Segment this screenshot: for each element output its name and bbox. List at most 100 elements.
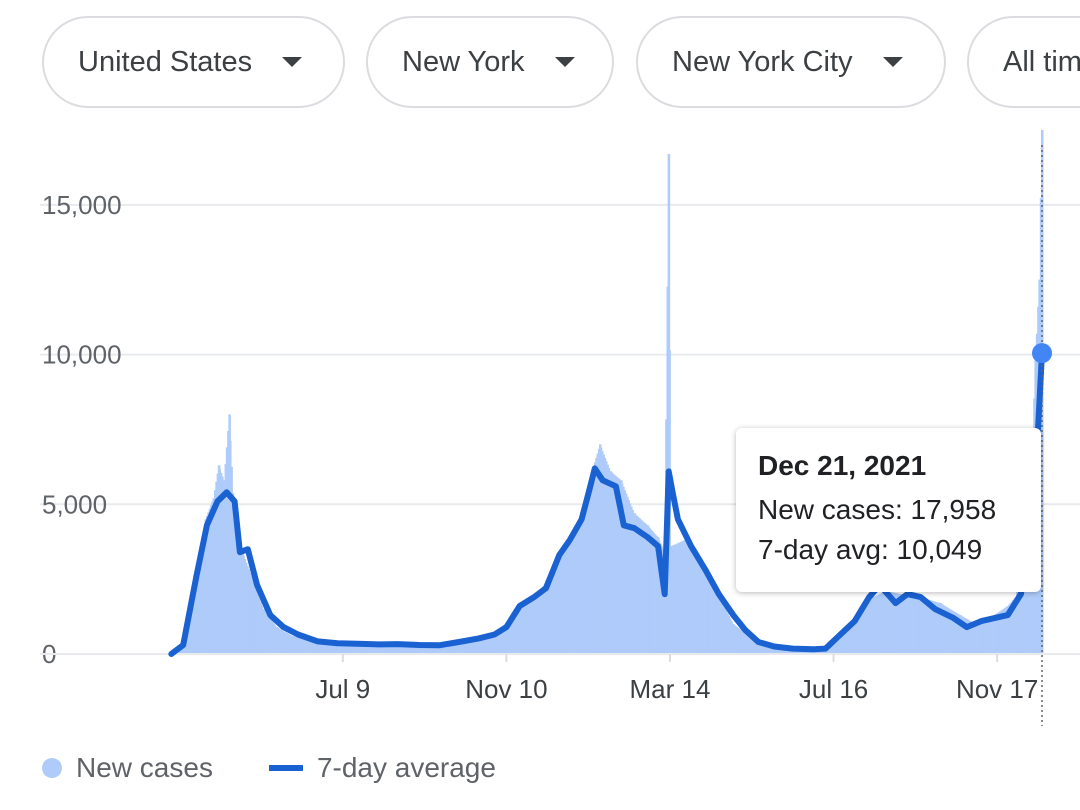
new-cases-bar [918, 596, 921, 654]
new-cases-bar [443, 643, 446, 654]
new-cases-bar [319, 641, 322, 654]
new-cases-bar [870, 598, 873, 654]
country-dropdown[interactable]: United States [42, 16, 345, 108]
new-cases-bar [374, 644, 377, 654]
new-cases-bar [270, 619, 273, 654]
new-cases-bar [716, 591, 719, 654]
new-cases-bar [481, 635, 484, 654]
new-cases-bar [246, 565, 249, 654]
new-cases-bar [579, 519, 582, 654]
new-cases-bar [721, 602, 724, 654]
new-cases-bar [220, 472, 223, 654]
new-cases-bar [984, 619, 987, 654]
new-cases-bar [560, 552, 563, 654]
new-cases-bar [624, 490, 626, 654]
new-cases-bar [380, 644, 382, 654]
new-cases-bar [910, 595, 913, 654]
new-cases-bar [935, 601, 938, 654]
new-cases-bar [951, 610, 954, 654]
new-cases-bar [1001, 609, 1004, 654]
new-cases-bar [261, 605, 264, 654]
new-cases-bar [845, 629, 848, 654]
new-cases-bar [867, 603, 869, 654]
new-cases-bar [682, 540, 685, 654]
new-cases-bar [233, 519, 237, 654]
new-cases-bar [465, 638, 468, 654]
new-cases-bar [401, 644, 404, 654]
new-cases-bar [291, 636, 295, 654]
new-cases-bar [732, 624, 735, 654]
new-cases-bar [961, 616, 964, 654]
new-cases-bar [907, 595, 910, 654]
chart-tooltip: Dec 21, 2021 New cases: 17,958 7-day avg… [736, 428, 1041, 592]
new-cases-bar [703, 569, 706, 654]
new-cases-bar [629, 503, 632, 654]
new-cases-bar [471, 637, 474, 654]
new-cases-bar [210, 505, 212, 654]
new-cases-bar [731, 621, 733, 654]
new-cases-bar [572, 531, 575, 654]
new-cases-bar [609, 471, 613, 654]
state-dropdown[interactable]: New York [366, 16, 614, 108]
new-cases-bar [931, 600, 934, 654]
new-cases-bar [633, 513, 636, 654]
new-cases-bar [628, 500, 630, 654]
new-cases-bar [956, 613, 959, 654]
new-cases-bar [290, 635, 293, 654]
new-cases-bar [194, 586, 196, 654]
highlight-point [1032, 343, 1052, 364]
new-cases-bar [549, 572, 551, 654]
new-cases-bar [365, 644, 368, 654]
new-cases-bar [431, 644, 434, 654]
new-cases-bar [195, 579, 198, 654]
new-cases-bar [869, 600, 872, 654]
new-cases-bar [835, 639, 838, 654]
new-cases-bar [943, 605, 946, 654]
new-cases-bar [1023, 549, 1027, 654]
new-cases-bar [320, 642, 323, 654]
new-cases-bar [216, 473, 219, 654]
new-cases-bar [381, 644, 384, 654]
new-cases-bar [348, 644, 351, 654]
new-cases-bar [851, 623, 853, 654]
new-cases-bar [596, 453, 599, 654]
new-cases-bar [1010, 601, 1013, 654]
new-cases-legend-label: New cases [76, 752, 213, 783]
new-cases-bar [418, 645, 421, 654]
new-cases-bar [604, 457, 607, 654]
new-cases-bar [424, 645, 428, 654]
new-cases-bar [475, 636, 477, 654]
city-dropdown[interactable]: New York City [636, 16, 946, 108]
new-cases-bar [198, 562, 200, 654]
new-cases-bar [724, 607, 727, 654]
new-cases-bar [996, 613, 999, 654]
new-cases-bar [559, 554, 562, 654]
new-cases-bar [308, 640, 311, 654]
new-cases-bar [301, 638, 303, 654]
new-cases-bar [295, 636, 298, 654]
new-cases-bar [588, 480, 592, 654]
new-cases-bar [896, 593, 898, 654]
new-cases-bar [753, 638, 756, 654]
new-cases-bar [932, 601, 935, 654]
new-cases-bar [249, 572, 252, 654]
time-range-dropdown[interactable]: All time [967, 16, 1080, 108]
new-cases-bar [637, 516, 640, 654]
new-cases-bar [663, 552, 667, 654]
new-cases-bar [958, 614, 960, 654]
new-cases-bar [402, 644, 405, 654]
new-cases-bar [510, 619, 513, 654]
new-cases-bar [615, 475, 617, 654]
new-cases-bar [906, 595, 909, 654]
new-cases-bar [989, 617, 992, 654]
new-cases-bar [400, 644, 402, 654]
new-cases-bar [586, 491, 588, 654]
new-cases-bar [981, 620, 984, 654]
new-cases-bar [203, 527, 206, 654]
new-cases-bar [547, 575, 550, 654]
new-cases-bar [736, 626, 739, 654]
new-cases-bar [326, 642, 328, 654]
new-cases-bar [625, 493, 628, 654]
new-cases-bar [537, 595, 539, 654]
